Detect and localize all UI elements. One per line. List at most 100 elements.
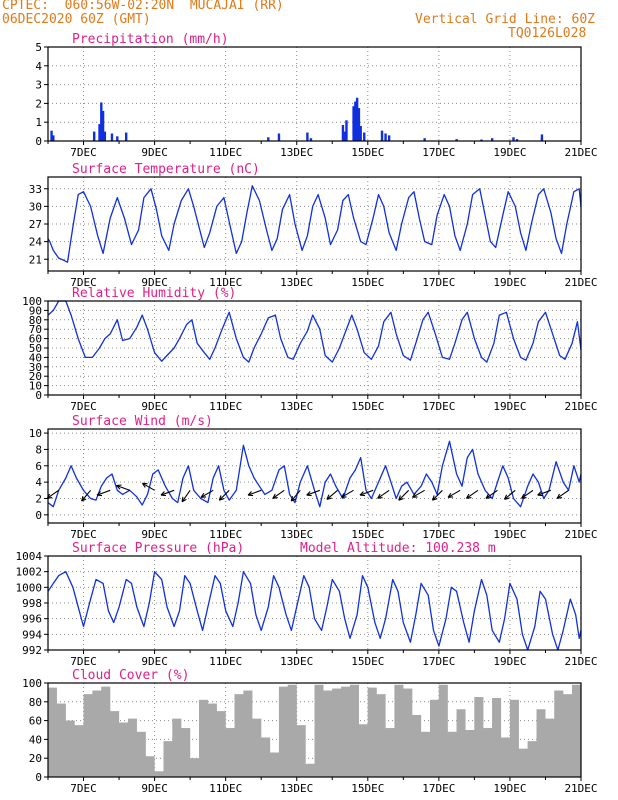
- temp-series-line: [47, 185, 582, 263]
- wind-vector-arrow: [359, 489, 374, 496]
- wind-ytick-label: 4: [35, 476, 42, 489]
- rh-ytick-label: 0: [35, 389, 42, 402]
- wind-vector-head: [432, 495, 435, 501]
- pres-ytick-label: 992: [22, 644, 42, 657]
- header-date-line: 06DEC2020 60Z (GMT): [2, 12, 151, 27]
- cloud-bar: [554, 690, 564, 777]
- precip-bar: [110, 133, 114, 141]
- precip-bar: [352, 106, 355, 141]
- rh-ytick-label: 100: [22, 295, 42, 308]
- wind-xtick-label: 15DEC: [351, 528, 384, 541]
- cloud-panel-frame: [47, 682, 582, 778]
- cloud-bar: [332, 688, 342, 777]
- wind-xtick-label: 7DEC: [70, 528, 97, 541]
- wind-vector-head: [96, 494, 103, 497]
- wind-vector-head: [272, 496, 278, 499]
- cloud-bar: [572, 684, 581, 777]
- cloud-bar: [314, 684, 324, 777]
- temp-ytick-label: 24: [29, 236, 43, 249]
- pres-xtick-label: 19DEC: [493, 655, 526, 668]
- precip-bar: [50, 130, 53, 141]
- wind-ytick-label: 10: [29, 427, 42, 440]
- precip-bar: [512, 137, 515, 141]
- rh-xtick-label: 15DEC: [351, 400, 384, 413]
- wind-vector-head: [96, 491, 101, 496]
- wind-vector-arrow: [160, 489, 175, 496]
- precip-xtick-label: 21DEC: [564, 146, 597, 159]
- pres-ytick-label: 1002: [16, 566, 43, 579]
- wind-vector-arrow: [181, 489, 191, 503]
- cloud-panel-title: Cloud Cover (%): [72, 668, 189, 683]
- temp-xtick-label: 7DEC: [70, 276, 97, 289]
- wind-vector-head: [290, 496, 294, 502]
- wind-vector-arrow: [466, 489, 479, 499]
- cloud-bar: [474, 697, 484, 777]
- precip-bar: [267, 137, 270, 141]
- wind-vector-arrow: [521, 489, 534, 499]
- temp-ytick-label: 33: [29, 183, 42, 196]
- precip-bar: [384, 133, 387, 141]
- temp-ytick-label: 30: [29, 200, 42, 213]
- cloud-bar: [385, 728, 395, 777]
- cloud-bar: [536, 709, 546, 777]
- pres-xtick-label: 7DEC: [70, 655, 97, 668]
- rh-xtick-label: 19DEC: [493, 400, 526, 413]
- wind-vector-head: [377, 493, 381, 499]
- wind-vector-head: [485, 493, 489, 499]
- rh-ytick-label: 90: [29, 304, 42, 317]
- rh-ytick-label: 30: [29, 361, 42, 374]
- rh-ytick-label: 10: [29, 380, 42, 393]
- precip-ytick-label: 1: [35, 116, 42, 129]
- precip-xtick-label: 9DEC: [141, 146, 168, 159]
- temp-xtick-label: 19DEC: [493, 276, 526, 289]
- cloud-bar: [501, 737, 510, 777]
- wind-ytick-label: 2: [35, 492, 42, 505]
- wind-vector-head: [160, 491, 165, 496]
- pres-xtick-label: 15DEC: [351, 655, 384, 668]
- wind-vector-head: [447, 492, 452, 498]
- header-location-line: CPTEC: 060:56W-02:20N MUCAJAI (RR): [2, 0, 284, 13]
- cloud-ytick-label: 100: [22, 677, 42, 690]
- wind-vector-head: [359, 491, 364, 496]
- cloud-bar: [127, 718, 137, 777]
- cloud-bar: [492, 698, 502, 777]
- wind-panel-frame: [47, 428, 582, 524]
- cloud-bar: [252, 718, 262, 777]
- wind-vector-head: [556, 493, 561, 499]
- precip-bar: [92, 131, 96, 141]
- wind-vector-arrow: [81, 489, 92, 502]
- wind-vector-arrow: [218, 489, 230, 501]
- cloud-bar: [101, 686, 111, 777]
- wind-vector-head: [247, 491, 252, 496]
- rh-ytick-label: 70: [29, 323, 42, 336]
- wind-vector-arrow: [412, 489, 425, 498]
- rh-xtick-label: 7DEC: [70, 400, 97, 413]
- precip-bar: [101, 110, 105, 141]
- wind-vector-arrow: [556, 489, 569, 499]
- rh-ytick-label: 60: [29, 333, 42, 346]
- wind-xtick-label: 21DEC: [564, 528, 597, 541]
- wind-vector-arrow: [537, 489, 551, 496]
- cloud-bar: [438, 684, 448, 777]
- precip-bar: [277, 133, 281, 141]
- cloud-ytick-label: 20: [29, 752, 42, 765]
- precip-bar: [100, 102, 103, 141]
- precip-bar: [52, 135, 55, 141]
- wind-vector-head: [537, 491, 542, 496]
- precip-bar: [363, 132, 366, 141]
- precip-bar: [345, 120, 348, 141]
- precip-bar: [480, 139, 483, 141]
- pres-series-line: [47, 571, 582, 651]
- pres-ytick-label: 1004: [16, 550, 43, 563]
- cloud-ytick-label: 80: [29, 696, 42, 709]
- precip-xtick-label: 15DEC: [351, 146, 384, 159]
- wind-vector-head: [412, 492, 416, 498]
- precip-panel-frame: [47, 46, 582, 142]
- header-grid-note: Vertical Grid Line: 60Z: [415, 12, 596, 27]
- precip-bar: [354, 101, 357, 141]
- precip-bar: [343, 131, 346, 141]
- wind-vector-head: [359, 494, 366, 497]
- cloud-bar: [323, 690, 333, 777]
- cloud-bar: [403, 688, 413, 777]
